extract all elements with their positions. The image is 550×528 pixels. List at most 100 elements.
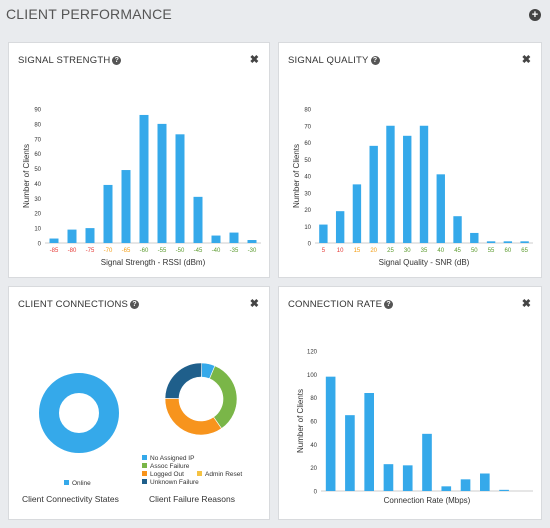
y-tick-label: 30 (34, 197, 41, 203)
panel-title: SIGNAL STRENGTH? (18, 55, 122, 66)
signal-quality-chart: 0 10 20 30 40 50 60 70 80 5 10 15 20 25 30 35 40 45 50 55 60… (292, 108, 533, 267)
close-icon[interactable]: ✖ (521, 298, 531, 310)
x-tick-label: -75 (86, 248, 95, 254)
legend-swatch (197, 471, 202, 476)
y-tick-label: 0 (308, 242, 312, 248)
panel-title: CONNECTION RATE? (288, 299, 394, 310)
y-tick-label: 60 (310, 420, 317, 426)
close-icon[interactable]: ✖ (521, 54, 531, 66)
x-tick-label: -35 (230, 248, 239, 254)
bar (470, 232, 479, 243)
bar (441, 486, 452, 491)
bar (335, 211, 345, 243)
bar (453, 216, 462, 243)
bar (247, 240, 257, 243)
close-icon[interactable]: ✖ (249, 54, 259, 66)
signal-quality-panel: SIGNAL QUALITY? ✖ 0 10 20 30 40 50 60 70 80 5 10 15… (278, 42, 542, 278)
bar (319, 224, 328, 243)
help-icon[interactable]: ? (130, 300, 140, 309)
chart-title: Client Connectivity States (22, 494, 119, 504)
legend-swatch (64, 480, 69, 485)
help-icon[interactable]: ? (370, 56, 380, 65)
plus-circle-icon[interactable]: + (529, 9, 541, 21)
client-connections-charts: Online Client Connectivity States No Assig… (22, 362, 242, 504)
x-tick-label: 60 (505, 248, 512, 254)
client-connections-panel: CLIENT CONNECTIONS? ✖ Online Client Conne… (8, 286, 270, 520)
y-tick-label: 40 (34, 182, 41, 188)
y-tick-label: 80 (304, 108, 311, 114)
x-tick-label: 15 (354, 248, 361, 254)
page-title: CLIENT PERFORMANCE (6, 6, 172, 22)
y-tick-label: 10 (34, 227, 41, 233)
bar (157, 123, 167, 243)
legend-swatch (142, 479, 147, 484)
y-tick-label: 20 (34, 212, 41, 218)
x-tick-label: 20 (370, 248, 377, 254)
bar (480, 473, 490, 491)
legend-label: Logged Out (150, 471, 184, 478)
legend-swatch (142, 463, 147, 468)
help-icon[interactable]: ? (384, 300, 394, 309)
x-tick-label: -70 (104, 248, 113, 254)
legend-label: Admin Reset (205, 471, 242, 478)
legend-label: No Assigned IP (150, 455, 194, 462)
help-icon[interactable]: ? (112, 56, 122, 65)
y-tick-label: 80 (310, 396, 317, 402)
bar (49, 238, 59, 243)
bar (383, 464, 394, 491)
legend-label: Unknown Failure (150, 479, 199, 486)
pie-slice (164, 362, 203, 399)
y-tick-label: 70 (34, 137, 41, 143)
y-tick-label: 60 (34, 152, 41, 158)
x-tick-label: 55 (488, 248, 495, 254)
bar (403, 135, 412, 243)
x-tick-label: 25 (387, 248, 394, 254)
y-tick-label: 50 (34, 167, 41, 173)
bar (139, 114, 149, 243)
bar (352, 184, 362, 243)
bar (422, 433, 432, 491)
legend-label: Online (72, 480, 91, 487)
bar (419, 125, 429, 243)
signal-strength-panel: SIGNAL STRENGTH? ✖ 0 10 20 30 40 50 60 70 80 90 -8… (8, 42, 270, 278)
x-tick-label: 5 (322, 248, 326, 254)
bar (229, 232, 239, 243)
page-header: CLIENT PERFORMANCE + (0, 0, 550, 30)
pie-slice (39, 373, 119, 453)
y-tick-label: 20 (310, 466, 317, 472)
bar (436, 174, 445, 243)
x-tick-label: -45 (194, 248, 203, 254)
x-tick-label: 30 (404, 248, 411, 254)
close-icon[interactable]: ✖ (249, 298, 259, 310)
bar (503, 241, 513, 243)
y-tick-label: 70 (304, 124, 311, 130)
bar (121, 170, 131, 243)
x-tick-label: -50 (176, 248, 185, 254)
connection-rate-chart: 0 20 40 60 80 100 120 Connection Rate (Mbps) Num… (296, 350, 533, 505)
y-tick-label: 60 (304, 141, 311, 147)
y-tick-label: 20 (304, 208, 311, 214)
bar (402, 465, 413, 491)
y-tick-label: 80 (34, 122, 41, 128)
bar (345, 415, 355, 491)
bar (67, 229, 77, 243)
y-tick-label: 40 (310, 443, 317, 449)
bar (325, 376, 336, 491)
x-tick-label: -65 (122, 248, 131, 254)
x-axis-label: Connection Rate (Mbps) (384, 496, 471, 505)
chart-title: Client Failure Reasons (149, 494, 235, 504)
bar (85, 228, 95, 243)
x-axis-label: Signal Quality - SNR (dB) (379, 258, 470, 267)
x-tick-label: 65 (521, 248, 528, 254)
y-tick-label: 120 (307, 350, 318, 356)
x-tick-label: 10 (337, 248, 344, 254)
y-tick-label: 90 (34, 108, 41, 114)
bar (386, 125, 395, 243)
connection-rate-panel: CONNECTION RATE? ✖ 0 20 40 60 80 100 120 Connec… (278, 286, 542, 520)
bar (211, 235, 221, 243)
y-tick-label: 0 (38, 242, 42, 248)
y-axis-label: Number of Clients (296, 389, 305, 453)
x-axis-label: Signal Strength - RSSI (dBm) (101, 258, 206, 267)
x-tick-label: 50 (471, 248, 478, 254)
y-axis-label: Number of Clients (292, 144, 301, 208)
